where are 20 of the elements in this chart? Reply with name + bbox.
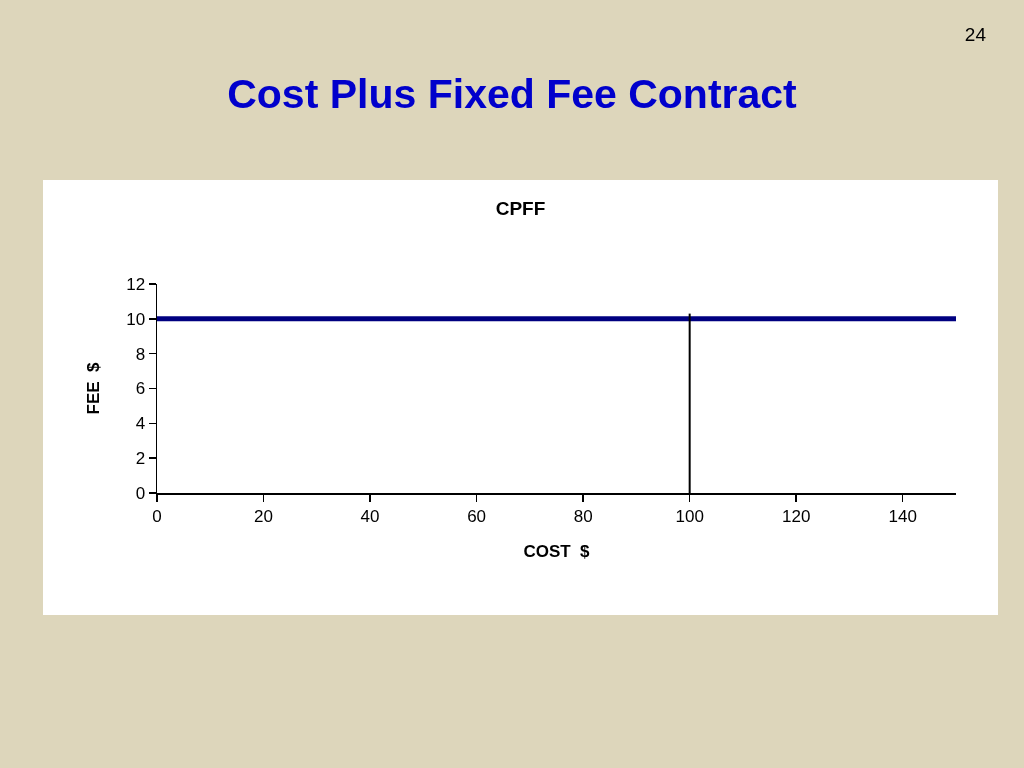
x-tick-label: 140: [888, 506, 917, 526]
x-tick-label: 20: [254, 506, 273, 526]
y-axis-title: FEE $: [83, 361, 103, 415]
y-tick-label: 4: [135, 414, 146, 434]
y-tick-label: 0: [135, 483, 146, 503]
chart-title: Cost Plus Fixed Fee Contract: [226, 71, 798, 118]
y-tick-label: 2: [135, 449, 146, 469]
x-tick-label: 120: [782, 506, 811, 526]
y-tick-label: 12: [126, 274, 146, 294]
y-tick-label: 10: [126, 309, 146, 329]
x-tick-label: 0: [152, 506, 162, 526]
x-axis-title: COST $: [523, 542, 591, 562]
y-tick-label: 8: [135, 344, 146, 364]
text: 24: [964, 24, 986, 46]
x-tick-label: 60: [467, 506, 487, 526]
x-tick-label: 40: [360, 506, 380, 526]
y-tick-label: 6: [135, 379, 146, 399]
chart-subtitle: CPFF: [495, 198, 546, 220]
x-tick-label: 100: [675, 506, 704, 526]
x-tick-label: 80: [573, 506, 593, 526]
